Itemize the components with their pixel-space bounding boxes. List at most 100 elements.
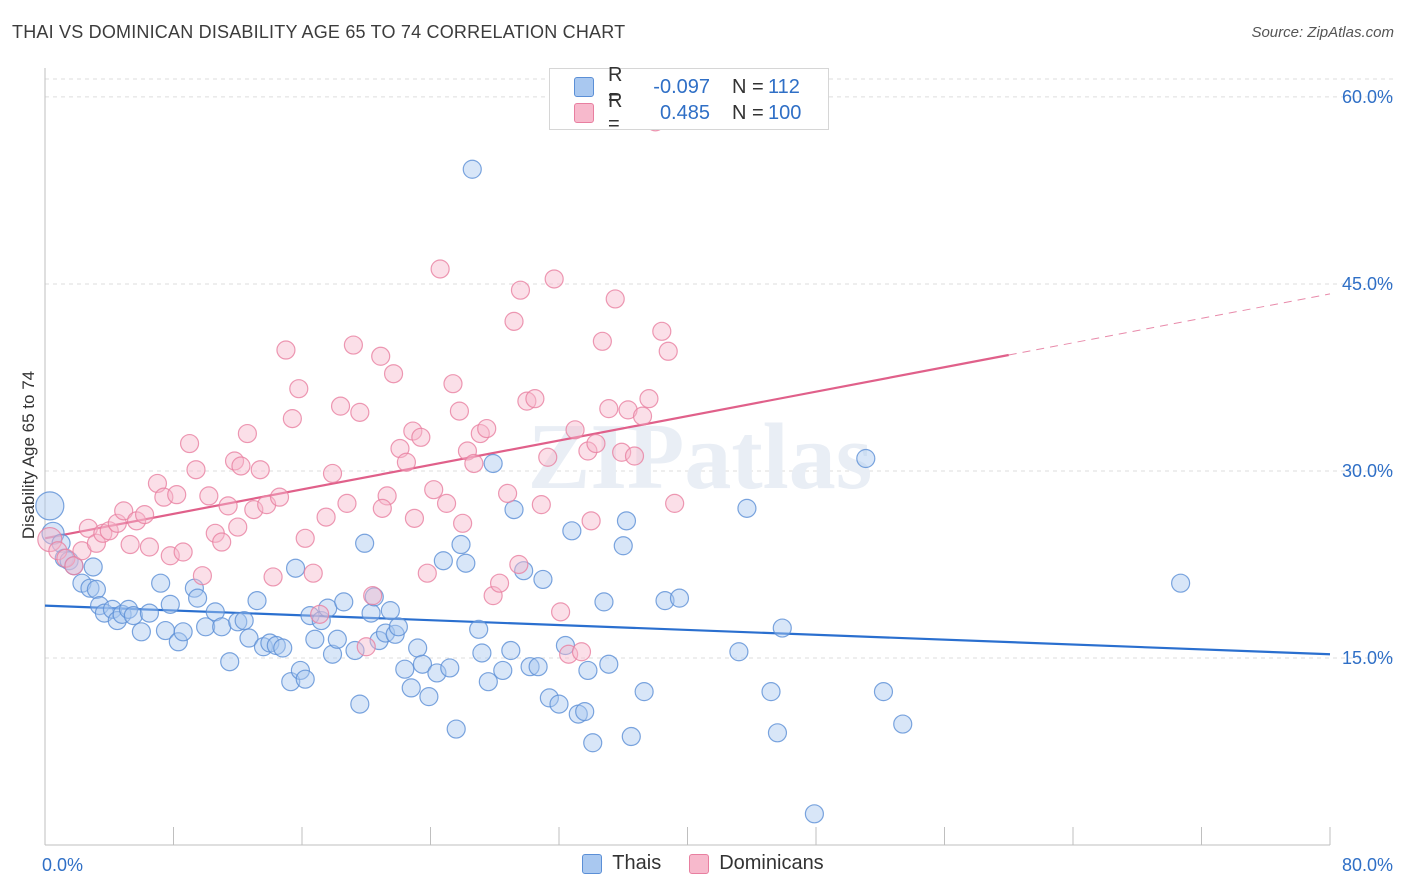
- data-point: [123, 605, 143, 626]
- data-point: [173, 542, 193, 562]
- data-point: [772, 618, 792, 638]
- data-point: [599, 654, 619, 674]
- trend-lines: [44, 293, 1331, 656]
- legend-n-value: 100: [768, 101, 802, 124]
- data-point: [247, 591, 267, 611]
- data-point: [239, 628, 259, 648]
- data-point: [652, 321, 672, 341]
- data-point: [139, 603, 160, 623]
- legend: R = -0.097 N = 112 R = 0.485 N = 100: [549, 64, 829, 135]
- series-dominicans-points: [37, 112, 685, 664]
- legend-n-value: 112: [768, 75, 800, 98]
- legend-r-label: R =: [608, 90, 623, 135]
- data-point: [639, 389, 659, 409]
- y-axis-label: Disability Age 65 to 74: [19, 371, 38, 539]
- data-point: [355, 533, 375, 553]
- data-point: [613, 536, 633, 556]
- data-point: [472, 643, 492, 663]
- data-point: [453, 513, 473, 533]
- data-point: [419, 687, 439, 707]
- series-legend-thais[interactable]: Thais: [582, 852, 661, 875]
- chart-title: THAI VS DOMINICAN DISABILITY AGE 65 TO 7…: [12, 22, 626, 42]
- data-point: [192, 566, 213, 586]
- data-point: [520, 657, 540, 677]
- data-point: [187, 588, 208, 608]
- data-point: [436, 493, 457, 513]
- data-point: [160, 594, 180, 614]
- trend-line-dominicans: [44, 353, 1009, 540]
- data-point: [228, 612, 248, 632]
- data-point: [737, 498, 757, 518]
- data-point: [345, 640, 365, 661]
- trend-line-thais: [44, 604, 1331, 656]
- data-point: [586, 433, 606, 454]
- data-point: [562, 521, 582, 541]
- data-point: [350, 402, 370, 422]
- data-point: [578, 660, 598, 681]
- data-point: [80, 578, 100, 598]
- data-point: [383, 364, 404, 384]
- data-point: [464, 453, 484, 474]
- grid: [45, 78, 1395, 659]
- data-point: [408, 638, 428, 658]
- data-point: [231, 456, 251, 476]
- data-point: [618, 400, 638, 420]
- x-tick-label: 80.0%: [1342, 855, 1393, 875]
- legend-row-dominicans: R = 0.485 N = 100: [574, 90, 802, 135]
- data-point: [322, 463, 343, 484]
- series-legend-dominicans[interactable]: Dominicans: [689, 852, 824, 875]
- series-label-dominicans: Dominicans: [719, 852, 824, 874]
- data-point: [396, 452, 417, 472]
- data-point: [330, 396, 351, 416]
- data-point: [234, 610, 254, 631]
- series-thais-points: [35, 159, 1191, 824]
- data-point: [83, 557, 103, 577]
- data-point: [446, 719, 466, 739]
- data-point: [395, 659, 415, 679]
- data-point: [483, 453, 503, 474]
- data-point: [1171, 573, 1191, 593]
- data-point: [322, 644, 343, 664]
- data-point: [592, 331, 612, 351]
- data-point: [300, 605, 320, 626]
- data-point: [504, 311, 524, 331]
- data-point: [160, 546, 180, 566]
- data-point: [305, 629, 325, 649]
- data-point: [388, 617, 408, 637]
- data-point: [212, 532, 232, 552]
- data-point: [478, 672, 498, 692]
- y-tick-label: 60.0%: [1342, 87, 1393, 107]
- data-point: [273, 638, 293, 658]
- data-point: [583, 733, 603, 753]
- data-point: [173, 622, 193, 642]
- series-swatch-thais: [582, 853, 603, 874]
- data-point: [456, 553, 476, 573]
- data-point: [616, 511, 637, 531]
- data-point: [525, 389, 545, 409]
- data-point: [621, 726, 641, 747]
- data-point: [224, 451, 245, 471]
- legend-swatch-thais: [574, 77, 594, 97]
- data-point: [361, 603, 381, 623]
- data-point: [337, 493, 357, 513]
- data-point: [893, 714, 913, 734]
- legend-swatch-dominicans: [574, 103, 594, 123]
- source-label: Source: ZipAtlas.com: [1251, 24, 1394, 41]
- data-point: [493, 660, 513, 681]
- data-point: [804, 804, 824, 824]
- data-point: [303, 563, 323, 583]
- data-point: [290, 660, 310, 681]
- data-point: [477, 418, 497, 439]
- data-point: [551, 602, 571, 622]
- axes: [44, 68, 1331, 846]
- data-point: [377, 486, 397, 506]
- data-point: [99, 521, 119, 541]
- data-point: [575, 701, 595, 722]
- data-point: [612, 442, 632, 462]
- data-point: [179, 433, 200, 454]
- data-point: [86, 579, 107, 600]
- legend-n-label: N =: [732, 75, 764, 98]
- data-point: [449, 401, 470, 421]
- data-point: [411, 427, 431, 447]
- data-point: [504, 500, 524, 520]
